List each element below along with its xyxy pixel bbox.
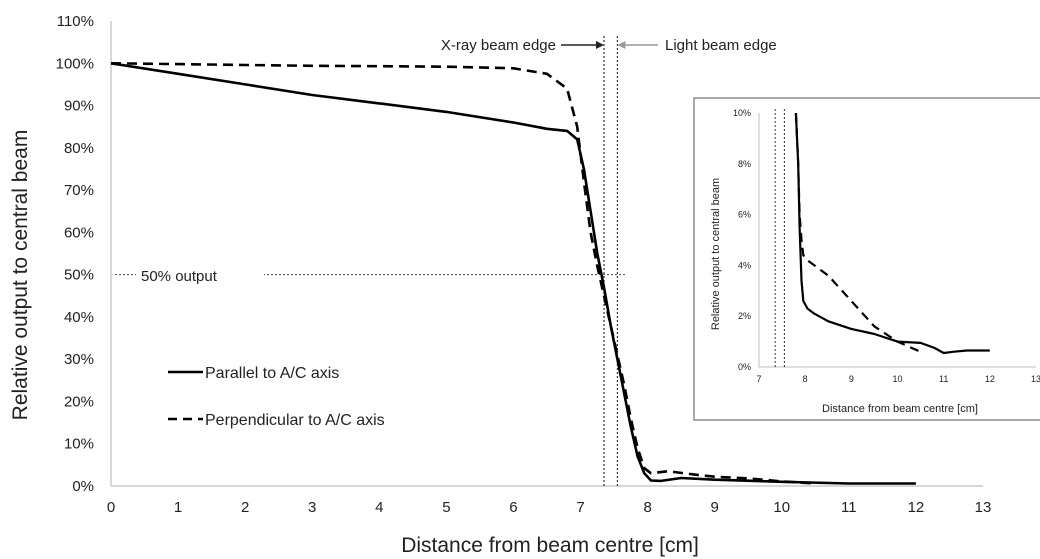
main-y-tick-label: 80%: [64, 140, 94, 157]
fifty-percent-label-bg: [136, 263, 264, 286]
main-reference-lines: [115, 36, 627, 486]
main-x-tick-label: 9: [711, 499, 719, 516]
inset-y-tick-label: 0%: [738, 362, 751, 372]
main-x-tick-label: 3: [308, 499, 316, 516]
inset-x-tick-labels: 7 8 9 10 11 12 13: [756, 374, 1040, 384]
inset-y-tick-label: 2%: [738, 311, 751, 321]
main-x-tick-label: 13: [975, 499, 992, 516]
series-line-perpendicular: [110, 62, 816, 485]
main-x-tick-label: 6: [509, 499, 517, 516]
main-x-tick-label: 1: [174, 499, 182, 516]
main-y-tick-label: 100%: [56, 55, 94, 72]
main-y-tick-labels: 0% 10% 20% 30% 40% 50% 60% 70% 80% 90% 100% 110%: [56, 13, 94, 495]
main-x-tick-label: 8: [643, 499, 651, 516]
main-x-tick-label: 7: [576, 499, 584, 516]
main-y-tick-label: 0%: [72, 478, 94, 495]
main-x-axis-title: Distance from beam centre [cm]: [401, 534, 699, 557]
main-y-tick-label: 60%: [64, 224, 94, 241]
inset-x-tick-label: 8: [803, 374, 808, 384]
main-series-group: [110, 62, 916, 485]
legend: Parallel to A/C axis Perpendicular to A/…: [168, 365, 385, 429]
inset-reference-lines: [774, 107, 785, 367]
inset-y-tick-labels: 0% 2% 4% 6% 8% 10%: [733, 108, 751, 372]
series-line-parallel: [110, 62, 916, 485]
inset-y-tick-label: 8%: [738, 159, 751, 169]
inset-chart: 7 8 9 10 11 12 13 0% 2% 4% 6% 8% 10% Distance from …: [693, 97, 1040, 421]
main-y-tick-label: 90%: [64, 98, 94, 115]
inset-series-group: [794, 112, 990, 355]
inset-frame: [693, 97, 1040, 421]
light-edge-label: Light beam edge: [665, 37, 777, 54]
inset-x-tick-label: 11: [939, 374, 948, 384]
inset-x-axis-title: Distance from beam centre [cm]: [822, 403, 978, 415]
main-y-tick-label: 30%: [64, 351, 94, 368]
light-edge-arrowhead: [617, 41, 626, 49]
main-x-tick-label: 4: [375, 499, 383, 516]
inset-x-tick-label: 9: [849, 374, 854, 384]
main-y-tick-label: 10%: [64, 436, 94, 453]
inset-x-tick-label: 10: [892, 374, 902, 384]
inset-x-tick-label: 7: [756, 374, 761, 384]
main-y-tick-label: 110%: [57, 13, 94, 30]
inset-x-tick-label: 12: [985, 374, 995, 384]
legend-label-perpendicular: Perpendicular to A/C axis: [205, 412, 385, 429]
inset-y-axis-title: Relative output to central beam: [710, 178, 722, 330]
inset-series-line-parallel: [794, 112, 990, 355]
main-y-tick-label: 70%: [64, 182, 94, 199]
inset-y-tick-label: 10%: [733, 108, 751, 118]
xray-edge-label: X-ray beam edge: [441, 37, 556, 54]
main-y-axis-title: Relative output to central beam: [9, 130, 32, 421]
main-x-tick-label: 11: [841, 499, 857, 516]
inset-y-tick-label: 4%: [738, 260, 751, 270]
main-x-tick-labels: 0 1 2 3 4 5 6 7 8 9 10 11 12 13: [107, 499, 992, 516]
main-y-tick-label: 20%: [64, 393, 94, 410]
inset-x-tick-label: 13: [1031, 374, 1040, 384]
main-y-tick-label: 50%: [64, 267, 94, 284]
xray-edge-arrowhead: [596, 41, 605, 49]
main-y-tick-label: 40%: [64, 309, 94, 326]
main-plot: 0 1 2 3 4 5 6 7 8 9 10 11 12 13 0%10%20%30%40%50%60%7…: [9, 13, 991, 557]
main-x-tick-label: 5: [442, 499, 450, 516]
main-x-tick-label: 2: [241, 499, 249, 516]
main-x-tick-label: 0: [107, 499, 115, 516]
legend-label-parallel: Parallel to A/C axis: [205, 365, 339, 382]
fifty-percent-label: 50% output: [141, 268, 218, 285]
main-x-tick-label: 12: [908, 499, 925, 516]
inset-y-tick-label: 6%: [738, 210, 751, 220]
inset-series-line-perpendicular: [794, 112, 922, 353]
main-x-tick-label: 10: [773, 499, 790, 516]
